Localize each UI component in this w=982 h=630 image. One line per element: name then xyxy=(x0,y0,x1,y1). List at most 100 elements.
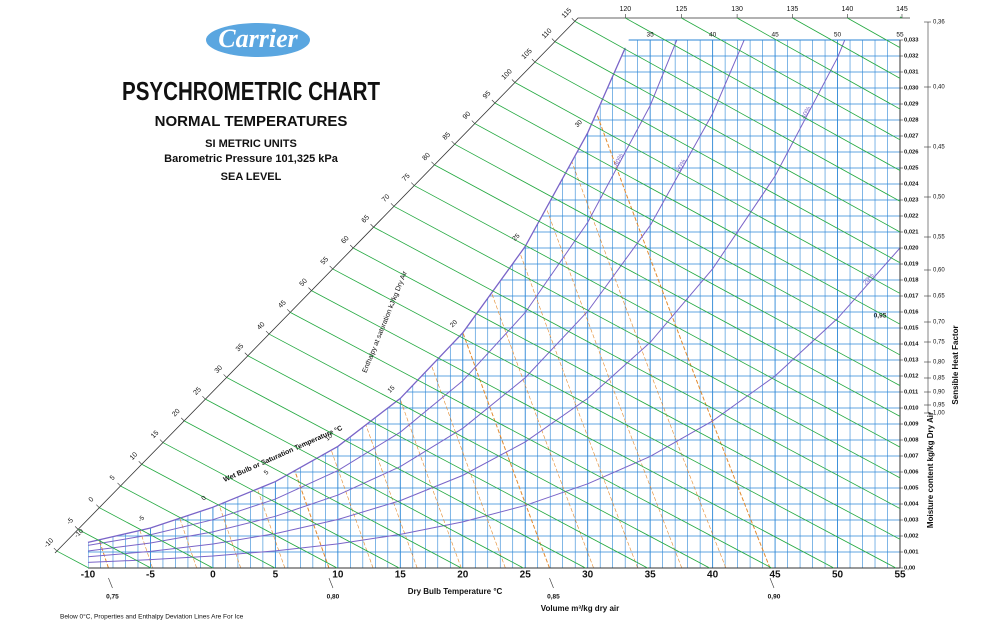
y-tick-label: 0,029 xyxy=(904,102,919,108)
enthalpy-tick-label: 55 xyxy=(320,256,331,267)
shf-tick-label: 0,55 xyxy=(933,235,945,241)
enthalpy-tick-label: 5 xyxy=(109,474,117,482)
enthalpy-tick-label: 120 xyxy=(619,6,631,13)
enthalpy-line xyxy=(494,102,901,325)
y-axis-label: Moisture content kg/kg Dry Air xyxy=(926,412,935,528)
minor-volume-line xyxy=(256,487,286,568)
shf-tick-label: 0,36 xyxy=(933,20,945,26)
enthalpy-tick-label: 80 xyxy=(421,152,432,163)
volume-label: Volume m³/kg dry air xyxy=(541,604,620,613)
enthalpy-tick-label: 15 xyxy=(150,430,161,441)
shf-tick-label: 0,95 xyxy=(933,403,945,409)
enthalpy-tick-label: 60 xyxy=(340,235,351,246)
enthalpy-tick xyxy=(117,482,121,487)
y-tick-label: 0,028 xyxy=(904,118,919,124)
enthalpy-line xyxy=(414,185,901,448)
y-tick-label: 0,022 xyxy=(904,214,919,220)
shf-tick-label: 0,65 xyxy=(933,294,945,300)
rh-curve xyxy=(88,40,900,558)
y-tick-label: 0,002 xyxy=(904,534,919,540)
enthalpy-tick xyxy=(53,547,58,552)
minor-volume-line xyxy=(546,207,683,568)
enthalpy-tick xyxy=(531,58,536,63)
shf-tick-label: 0,85 xyxy=(933,376,945,382)
enthalpy-line xyxy=(899,16,903,19)
volume-tick-label: 0,85 xyxy=(547,594,560,601)
minor-volume-line xyxy=(330,447,374,568)
volume-tick xyxy=(108,577,113,589)
rh-curve xyxy=(88,40,900,552)
enthalpy-tick xyxy=(308,287,312,291)
y-tick-label: 0,027 xyxy=(904,134,919,140)
y-tick-label: 0,016 xyxy=(904,310,919,316)
y-tick-label: 0,021 xyxy=(904,230,919,236)
y-tick-label: 0,015 xyxy=(904,326,919,332)
enthalpy-tick-label: 75 xyxy=(401,172,412,183)
shf-tick-label: 1,00 xyxy=(933,411,945,417)
y-tick-label: 0,032 xyxy=(904,54,919,60)
enthalpy-tick-label: 45 xyxy=(277,299,288,310)
x-tick-label: 15 xyxy=(395,570,407,581)
volume-tick-label: 0,80 xyxy=(327,594,340,601)
y-tick-label: 0,033 xyxy=(904,38,919,44)
enthalpy-tick-label: 100 xyxy=(501,68,514,81)
shf-tick-label: 0,75 xyxy=(933,340,945,346)
logo: Carrier xyxy=(218,24,298,53)
x-tick-label: 30 xyxy=(582,570,594,581)
x-tick-label: -5 xyxy=(146,570,155,581)
units: SI METRIC UNITS xyxy=(205,138,297,150)
altitude: SEA LEVEL xyxy=(221,171,282,183)
volume-line xyxy=(595,111,771,568)
y-tick-label: 0,018 xyxy=(904,278,919,284)
enthalpy-line xyxy=(162,442,400,569)
y-tick-label: 0,025 xyxy=(904,166,919,172)
enthalpy-tick xyxy=(159,439,164,443)
enthalpy-line xyxy=(226,377,586,569)
enthalpy-line xyxy=(268,333,710,569)
x-tick-label-top: 55 xyxy=(896,32,904,39)
enthalpy-tick-label: 115 xyxy=(561,7,574,20)
shf-tick-label: 0,70 xyxy=(933,320,945,326)
enthalpy-line xyxy=(847,17,901,48)
enthalpy-tick xyxy=(511,79,516,83)
enthalpy-tick xyxy=(265,330,270,335)
enthalpy-line xyxy=(247,355,648,569)
logo-badge xyxy=(206,23,310,57)
enthalpy-line xyxy=(120,485,276,569)
y-tick-label: 0,013 xyxy=(904,358,919,364)
y-tick-label: 0,010 xyxy=(904,406,919,412)
x-tick-label-top: 40 xyxy=(709,32,717,39)
x-tick-label: 50 xyxy=(832,570,844,581)
minor-volume-line xyxy=(517,247,638,568)
y-tick-label: 0,004 xyxy=(904,502,919,508)
footnote: Below 0°C, Properties and Enthalpy Devia… xyxy=(60,613,244,621)
y-tick-label: 0,030 xyxy=(904,86,919,92)
enthalpy-tick xyxy=(287,309,291,313)
enthalpy-tick-label: 130 xyxy=(731,6,743,13)
enthalpy-line xyxy=(373,226,901,509)
subtitle: NORMAL TEMPERATURES xyxy=(155,113,348,130)
x-tick-label: 35 xyxy=(645,570,657,581)
y-tick-label: 0,024 xyxy=(904,182,919,188)
minor-volume-line xyxy=(489,287,594,568)
enthalpy-line xyxy=(554,41,901,233)
enthalpy-line xyxy=(56,550,89,569)
enthalpy-line xyxy=(290,311,772,569)
y-tick-label: 0,006 xyxy=(904,470,919,476)
wet-bulb-label: 20 xyxy=(449,319,459,329)
enthalpy-tick-label: -5 xyxy=(66,517,75,526)
enthalpy-tick xyxy=(551,38,556,42)
y-tick-label: 0,017 xyxy=(904,294,919,300)
enthalpy-label: Enthalpy at saturation kJ/kg Dry Air xyxy=(362,270,410,374)
enthalpy-tick xyxy=(471,120,476,124)
enthalpy-tick-label: 125 xyxy=(676,6,688,13)
enthalpy-tick-label: 70 xyxy=(381,193,392,204)
x-tick-label: 40 xyxy=(707,570,719,581)
enthalpy-tick xyxy=(451,140,455,145)
y-tick-label: 0,031 xyxy=(904,70,919,76)
enthalpy-line xyxy=(454,143,901,386)
minor-volume-line xyxy=(218,503,242,568)
enthalpy-tick-label: 145 xyxy=(896,6,908,13)
